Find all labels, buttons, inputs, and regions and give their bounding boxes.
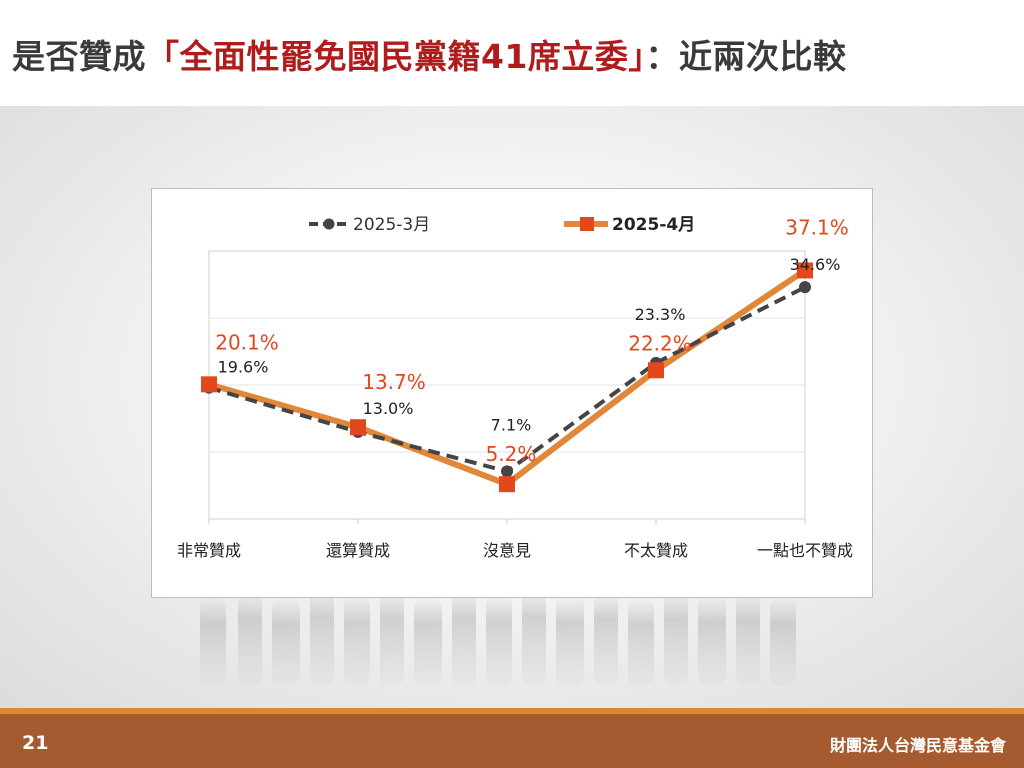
data-label-april: 20.1% [215,330,279,354]
data-label-march: 13.0% [363,399,414,418]
footer-bar: 21 財團法人台灣民意基金會 [0,714,1024,768]
title-suffix: ：近兩次比較 [645,37,847,76]
point-april [201,376,217,393]
x-tick-label: 不太贊成 [624,541,688,560]
line-chart: 非常贊成 還算贊成 沒意見 不太贊成 一點也不贊成 2025-3月 2025-4月 19.6%… [177,215,853,560]
data-label-april: 22.2% [628,331,692,355]
x-tick-label: 還算贊成 [326,541,390,560]
x-tick-label: 非常贊成 [177,541,241,560]
data-label-march: 23.3% [635,305,686,324]
title-highlight: 「全面性罷免國民黨籍41席立委」 [146,37,646,76]
point-march [799,281,811,294]
data-label-april: 37.1% [785,215,849,239]
slide-title: 是否贊成「全面性罷免國民黨籍41席立委」：近兩次比較 [12,30,846,78]
footer-accent-line [0,708,1024,714]
point-april [797,262,813,279]
data-label-april: 13.7% [362,370,426,394]
title-prefix: 是否贊成 [12,37,146,76]
point-april [648,362,664,379]
point-april [350,419,366,436]
legend-marker-march [323,218,335,230]
data-label-march: 7.1% [491,415,532,434]
x-tick-label: 沒意見 [483,541,531,560]
point-march [501,465,513,478]
x-tick-label: 一點也不贊成 [757,541,853,560]
data-label-april: 5.2% [486,442,537,466]
point-april [499,476,515,493]
legend-marker-april [580,217,594,231]
title-bar: 是否贊成「全面性罷免國民黨籍41席立委」：近兩次比較 [0,0,1024,106]
crowd-silhouette-image [200,588,796,686]
legend-label-march: 2025-3月 [353,215,430,235]
page-number: 21 [22,732,49,754]
organization-name: 財團法人台灣民意基金會 [829,736,1006,755]
legend-label-april: 2025-4月 [612,215,695,235]
data-label-march: 19.6% [218,358,269,377]
data-label-march: 34.6% [790,255,841,274]
chart-panel: 非常贊成 還算贊成 沒意見 不太贊成 一點也不贊成 2025-3月 2025-4月 19.6%… [151,188,873,598]
